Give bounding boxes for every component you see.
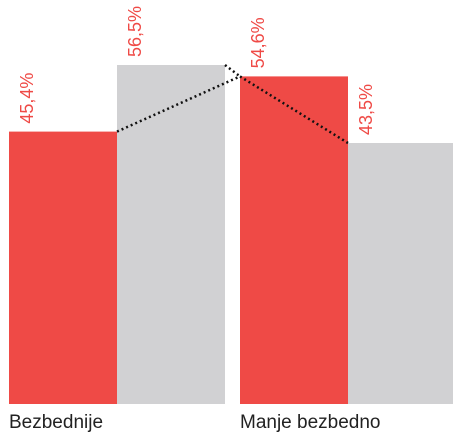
- connector-line-3: [239, 75, 349, 145]
- bars-group: [9, 65, 453, 405]
- bar-0-0: [9, 131, 117, 404]
- connector-line-2: [224, 64, 241, 78]
- category-label-1: Manje bezbedno: [240, 412, 381, 433]
- value-label-1-0: 54,6%: [248, 17, 268, 68]
- category-label-0: Bezbednije: [9, 412, 103, 433]
- value-label-1-1: 43,5%: [356, 84, 376, 135]
- bar-1-1: [348, 143, 453, 404]
- value-label-0-0: 45,4%: [17, 73, 37, 124]
- connector-lines: [116, 64, 349, 145]
- value-labels: 45,4% 56,5% 54,6% 43,5%: [17, 6, 376, 135]
- bar-1-0: [240, 76, 348, 405]
- value-label-0-1: 56,5%: [125, 6, 145, 57]
- bar-0-1: [117, 65, 225, 404]
- category-labels: Bezbednije Manje bezbedno: [9, 412, 381, 433]
